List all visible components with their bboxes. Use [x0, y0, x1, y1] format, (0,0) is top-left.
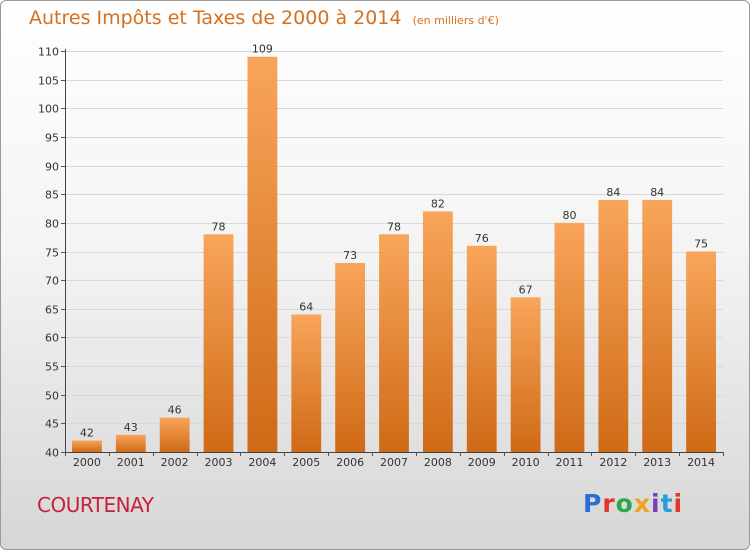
logo-letter: P [583, 489, 603, 518]
x-tick-label: 2002 [161, 456, 189, 469]
bar [291, 314, 322, 452]
bar [335, 262, 366, 452]
y-tick-label: 110 [38, 46, 59, 59]
logo-letter: o [615, 489, 634, 518]
data-label: 64 [299, 301, 313, 314]
bar [686, 251, 716, 452]
logo-letter: i [651, 489, 661, 518]
bar [422, 211, 453, 452]
logo-letter: i [673, 489, 684, 518]
data-label: 84 [650, 186, 664, 199]
y-tick-label: 60 [45, 332, 59, 345]
data-label: 67 [519, 283, 533, 296]
x-tick-label: 2012 [599, 456, 627, 469]
data-label: 84 [606, 186, 620, 199]
bar [642, 199, 673, 452]
x-tick-label: 2005 [292, 456, 320, 469]
x-tick-label: 2001 [117, 456, 145, 469]
data-label: 76 [475, 232, 489, 245]
axes [65, 49, 723, 453]
y-tick-label: 85 [45, 189, 59, 202]
bar [159, 417, 190, 452]
y-tick-label: 90 [45, 161, 59, 174]
y-tick-label: 75 [45, 247, 59, 260]
y-tick-label: 105 [38, 75, 59, 88]
y-tick-label: 65 [45, 304, 59, 317]
data-label: 78 [212, 220, 226, 233]
data-label: 46 [168, 404, 182, 417]
data-label: 78 [387, 220, 401, 233]
y-tick-label: 70 [45, 275, 59, 288]
bar [510, 297, 541, 452]
data-labels: 42 43 46 78 109 64 73 78 82 76 67 80 84 84 75 [80, 43, 708, 440]
x-tick-label: 2000 [73, 456, 101, 469]
data-label: 42 [80, 427, 94, 440]
data-label: 73 [343, 249, 357, 262]
x-tick-label: 2008 [424, 456, 452, 469]
x-tick-label: 2010 [512, 456, 540, 469]
x-tick-label: 2004 [248, 456, 276, 469]
y-tick-label: 100 [38, 103, 59, 116]
chart-unit-note: (en milliers d'€) [412, 14, 499, 27]
bar [466, 245, 497, 452]
bar [554, 222, 585, 452]
x-tick-label: 2003 [205, 456, 233, 469]
logo-letter: x [633, 489, 651, 518]
data-label: 80 [562, 209, 576, 222]
bar [379, 234, 409, 452]
bar [247, 56, 278, 452]
y-tick-label: 95 [45, 132, 59, 145]
chart-title: Autres Impôts et Taxes de 2000 à 2014 (e… [29, 7, 499, 29]
y-axis-ticks: 40 45 50 55 60 65 70 75 80 85 90 95 100 105 110 [38, 46, 65, 460]
x-tick-label: 2014 [687, 456, 715, 469]
logo-letter: t [660, 489, 674, 518]
x-tick-label: 2011 [555, 456, 583, 469]
y-tick-label: 55 [45, 361, 59, 374]
x-axis-ticks: 2000 2001 2002 2003 2004 2005 2006 2007 2008 2009… [65, 452, 724, 469]
logo-letter: r [602, 489, 616, 518]
bar [72, 440, 102, 452]
chart-title-text: Autres Impôts et Taxes de 2000 à 2014 [29, 7, 402, 29]
data-label: 109 [252, 43, 273, 56]
bar [203, 234, 234, 452]
place-name: COURTENAY [37, 493, 154, 517]
y-tick-label: 40 [45, 447, 59, 460]
bars [72, 56, 716, 452]
data-label: 82 [431, 197, 445, 210]
x-tick-label: 2007 [380, 456, 408, 469]
data-label: 75 [694, 238, 708, 251]
data-label: 43 [124, 421, 138, 434]
y-tick-label: 45 [45, 418, 59, 431]
bar [598, 199, 629, 452]
x-tick-label: 2006 [336, 456, 364, 469]
proxiti-logo[interactable]: Proxiti [583, 489, 683, 518]
x-tick-label: 2013 [643, 456, 671, 469]
y-tick-label: 80 [45, 218, 59, 231]
y-tick-label: 50 [45, 390, 59, 403]
x-tick-label: 2009 [468, 456, 496, 469]
bar [115, 434, 146, 452]
